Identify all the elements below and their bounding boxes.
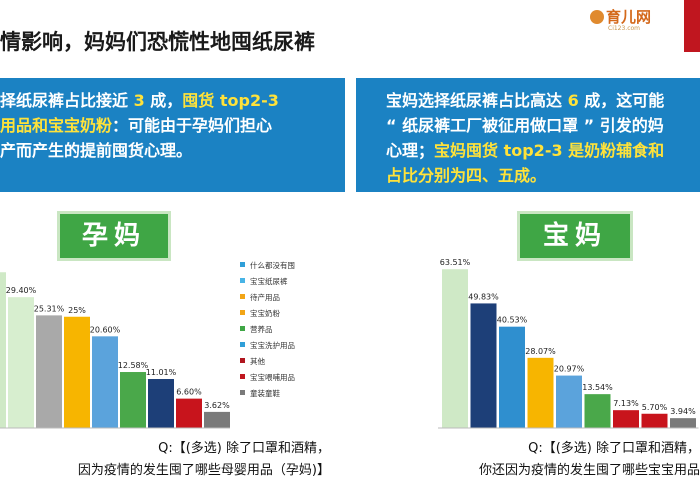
panel-number: 3 [133, 91, 145, 110]
bar-8 [641, 413, 668, 428]
page-title: 情影响，妈妈们恐慌性地囤纸尿裤 [0, 30, 315, 54]
legend-item: 待产用品 [240, 290, 360, 306]
panel-text: ：可能由于孕妈们担心 [112, 116, 273, 135]
chart-legend: 什么都没有囤 宝宝纸尿裤待产用品宝宝奶粉营养品宝宝洗护用品 其他宝宝喂哺用品 童装童鞋 [240, 258, 360, 402]
legend-item: 营养品 [240, 322, 360, 338]
question-right-line-2: 你还因为疫情的发生囤了哪些宝宝用品 [478, 463, 700, 478]
group-tag-mothers: 宝妈 [520, 214, 630, 258]
legend-item: 宝宝奶粉 [240, 306, 360, 322]
bar-value-label: 6.60% [176, 388, 202, 397]
group-tag-pregnant: 孕妈 [60, 214, 168, 258]
panel-highlight: 宝妈囤货 top2-3 是奶粉辅食和 [434, 141, 665, 160]
bar-value-label: 3.94% [670, 407, 696, 416]
panel-text: 成， [144, 91, 183, 110]
panel-right-line-4: 占比分别为四、五成。 [386, 166, 547, 185]
legend-swatch [240, 310, 245, 315]
legend-label: 其他 [250, 357, 265, 366]
bar-value-label: 20.97% [554, 365, 585, 374]
panel-number: 6 [567, 91, 579, 110]
bar-2 [8, 297, 34, 428]
bar-3 [499, 326, 525, 428]
bar-4 [64, 316, 90, 428]
bar-value-label: 11.01% [146, 368, 177, 377]
bar-3 [36, 315, 62, 428]
bar-value-label: 25% [68, 306, 86, 315]
panel-text: 成，这可能 [578, 91, 665, 110]
legend-label: 什么都没有囤 [250, 261, 295, 270]
bar-value-label: 3.62% [204, 401, 230, 410]
panel-right-line-2: “ 纸尿裤工厂被征用做口罩 ” 引发的妈 [386, 116, 664, 135]
bar-4 [527, 357, 554, 428]
bar-value-label: 5.70% [642, 403, 668, 412]
legend-item: 宝宝喂哺用品 [240, 370, 360, 386]
bar-value-label: 25.31% [34, 304, 65, 313]
panel-right-line-1: 宝妈选择纸尿裤占比高达 6 成，这可能 [386, 88, 688, 113]
question-left-line-1: Q:【(多选) 除了口罩和酒精， [158, 441, 330, 456]
legend-label: 宝宝奶粉 [250, 309, 280, 318]
legend-label: 营养品 [250, 325, 273, 334]
bar-value-label: 20.60% [90, 325, 121, 334]
legend-swatch [240, 342, 245, 347]
legend-swatch [240, 358, 245, 363]
bar-9 [204, 411, 230, 428]
bar-value-label: 49.83% [468, 292, 499, 301]
bar-chart-mothers: 63.51% 49.83% 40.53% 28.07% 20.97% 13.54%7.13… [438, 258, 699, 429]
legend-item: 其他 [240, 354, 360, 370]
panel-right-line-3: 心理；宝妈囤货 top2-3 是奶粉辅食和 [386, 138, 688, 163]
legend-item: 宝宝纸尿裤 [240, 274, 360, 290]
bar-value-label: 12.58% [118, 361, 149, 370]
panel-text: 择纸尿裤占比接近 [0, 91, 134, 110]
bar-value-label: 13.54% [582, 383, 613, 392]
logo-text: 育儿网 [606, 8, 652, 26]
summary-panel-left: 择纸尿裤占比接近 3 成，囤货 top2-3 用品和宝宝奶粉：可能由于孕妈们担心… [0, 78, 345, 192]
legend-item: 什么都没有囤 [240, 258, 360, 274]
logo-icon [590, 10, 604, 24]
panel-text: 宝妈选择纸尿裤占比高达 [386, 91, 568, 110]
bar-1 [442, 269, 468, 428]
question-right-line-1: Q:【(多选) 除了口罩和酒精， [528, 441, 700, 456]
bar-value-label: 28.07% [525, 347, 556, 356]
bar-value-label: 40.53% [497, 316, 528, 325]
summary-panel-right: 宝妈选择纸尿裤占比高达 6 成，这可能 “ 纸尿裤工厂被征用做口罩 ” 引发的妈… [356, 78, 700, 192]
panel-text: 心理； [386, 141, 435, 160]
bar-6 [584, 394, 611, 428]
legend-swatch [240, 262, 245, 267]
legend-label: 童装童鞋 [250, 389, 280, 398]
legend-item: 宝宝洗护用品 [240, 338, 360, 354]
bar-1 [0, 272, 6, 428]
bar-chart-pregnant: 29.40% 25.31% 25% 20.60% 12.58%11.01% 6.60%3.… [0, 272, 230, 429]
question-left-line-2: 因为疫情的发生囤了哪些母婴用品（孕妈)】 [77, 463, 330, 478]
bar-8 [176, 398, 202, 428]
bar-5 [556, 375, 582, 428]
bar-9 [670, 418, 696, 428]
legend-item: 童装童鞋 [240, 386, 360, 402]
logo: 育儿网 Ci123.com [590, 6, 670, 32]
bar-7 [148, 379, 174, 428]
legend-label: 宝宝洗护用品 [250, 341, 295, 350]
legend-swatch [240, 278, 245, 283]
logo-subtext: Ci123.com [608, 25, 641, 32]
question-left: Q:【(多选) 除了口罩和酒精， 因为疫情的发生囤了哪些母婴用品（孕妈)】 [0, 438, 330, 482]
legend-swatch [240, 326, 245, 331]
bar-value-label: 7.13% [613, 399, 639, 408]
legend-swatch [240, 374, 245, 379]
legend-label: 待产用品 [250, 293, 280, 302]
bar-value-label: 63.51% [440, 258, 471, 267]
legend-label: 宝宝喂哺用品 [250, 373, 295, 382]
legend-label: 宝宝纸尿裤 [250, 277, 288, 286]
panel-left-line-1: 择纸尿裤占比接近 3 成，囤货 top2-3 [0, 88, 333, 113]
bar-6 [120, 372, 146, 428]
corner-decoration [684, 0, 700, 52]
bar-7 [613, 410, 639, 428]
panel-highlight: 用品和宝宝奶粉 [0, 116, 113, 135]
panel-left-line-2: 用品和宝宝奶粉：可能由于孕妈们担心 [0, 113, 333, 138]
legend-swatch [240, 294, 245, 299]
question-right: Q:【(多选) 除了口罩和酒精， 你还因为疫情的发生囤了哪些宝宝用品 [425, 438, 700, 482]
panel-left-line-3: 产而产生的提前囤货心理。 [0, 141, 193, 160]
bar-5 [92, 336, 118, 428]
panel-highlight: 囤货 top2-3 [182, 91, 279, 110]
bar-2 [470, 303, 497, 428]
bar-value-label: 29.40% [6, 286, 37, 295]
legend-swatch [240, 390, 245, 395]
